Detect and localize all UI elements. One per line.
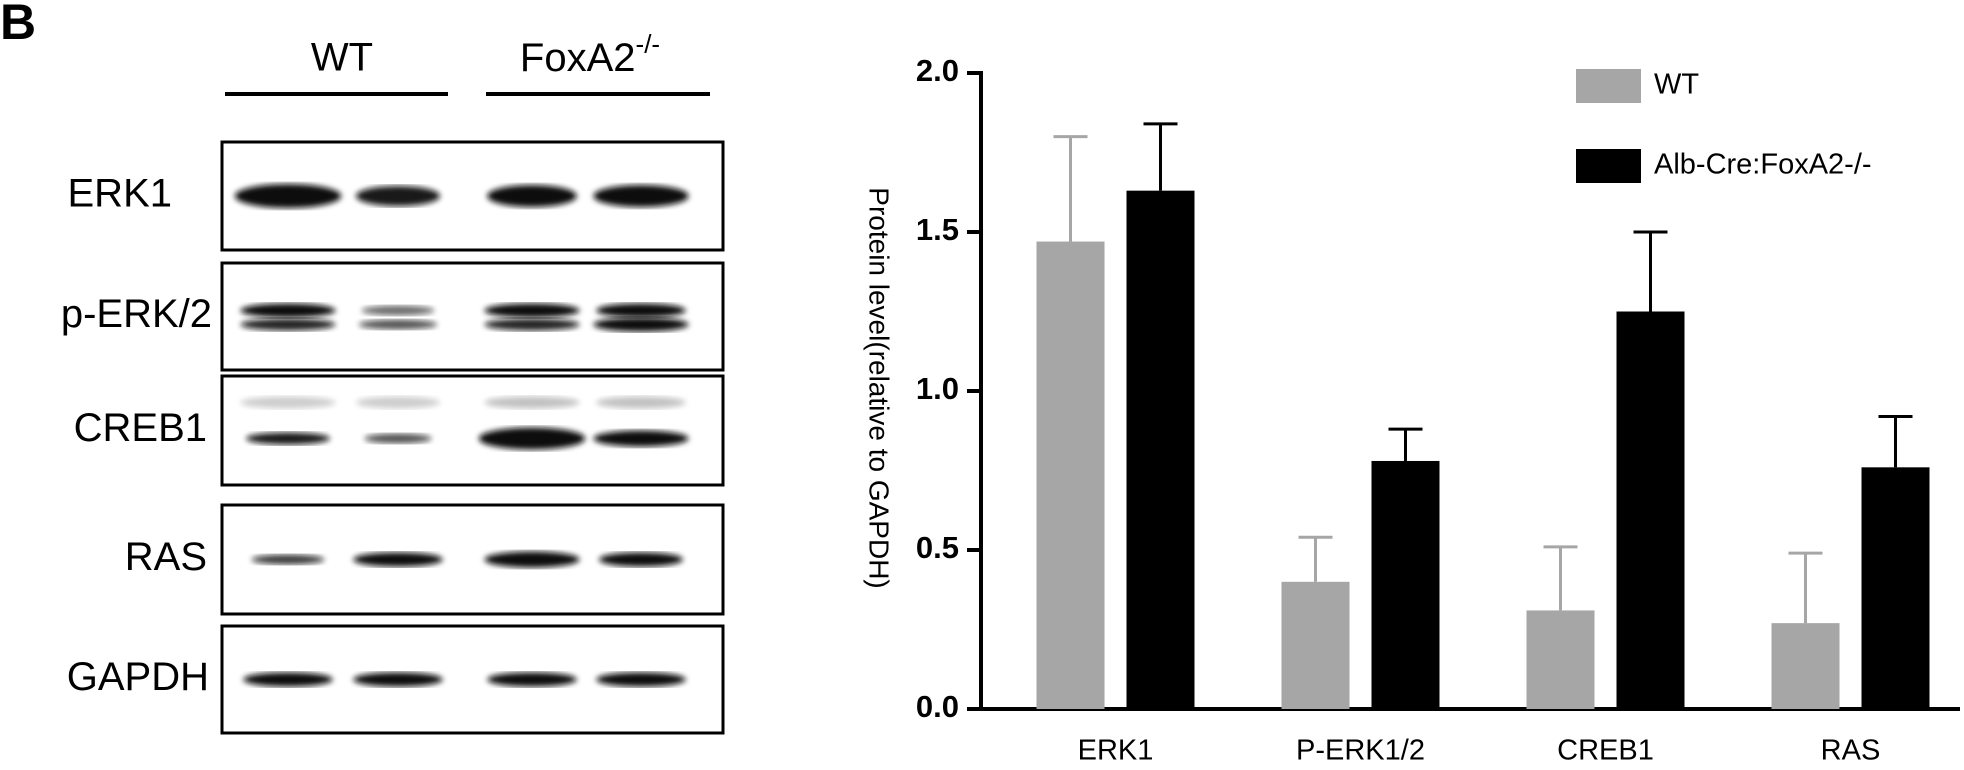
blot-band xyxy=(240,303,336,318)
legend-label: Alb-Cre:FoxA2-/- xyxy=(1654,149,1872,181)
blot-band xyxy=(593,185,689,207)
blot-row-label: RAS xyxy=(125,535,207,579)
blot-band xyxy=(353,552,443,567)
legend-swatch xyxy=(1576,149,1641,183)
blot-band xyxy=(599,552,683,567)
blot: ERK1 p-ERK/2 CREB1 RAS GAPDH xyxy=(61,140,725,735)
x-tick-label: ERK1 xyxy=(1078,735,1154,767)
group-label: FoxA2-/- xyxy=(520,29,660,80)
blot-band xyxy=(484,551,580,568)
panel-label: B xyxy=(0,0,36,50)
y-tick-label: 1.0 xyxy=(916,371,959,406)
bar xyxy=(1771,623,1840,709)
blot-band xyxy=(243,672,333,687)
legend-swatch xyxy=(1576,69,1641,103)
y-tick-label: 2.0 xyxy=(916,53,959,88)
bar xyxy=(1526,610,1595,709)
group-label: WT xyxy=(311,36,373,80)
blot-band xyxy=(484,396,580,409)
blot-band xyxy=(361,305,435,316)
blot-band xyxy=(484,318,580,331)
bar xyxy=(1036,241,1105,710)
blot-band xyxy=(596,396,686,409)
blot-row-label: CREB1 xyxy=(74,406,207,450)
blot-row-label: GAPDH xyxy=(67,655,209,699)
group-text: FoxA2 xyxy=(520,36,636,80)
y-tick-label: 1.5 xyxy=(916,212,959,247)
blot-band xyxy=(596,303,686,318)
bar-chart: 0.0 0.5 1.0 1.5 2.0 Protein level(relative to… xyxy=(864,53,1960,767)
group-superscript: -/- xyxy=(636,29,661,59)
bar xyxy=(1126,190,1195,709)
blot-band xyxy=(358,319,438,330)
blot-band xyxy=(487,185,577,207)
blot-band xyxy=(356,186,440,206)
bar xyxy=(1616,311,1685,709)
blot-band xyxy=(246,432,330,445)
x-tick-label: RAS xyxy=(1821,735,1881,767)
blot-frame xyxy=(220,374,725,487)
blot-band xyxy=(484,303,580,318)
bar xyxy=(1281,581,1350,709)
blot-band xyxy=(353,672,443,687)
x-tick-label: P-ERK1/2 xyxy=(1296,735,1425,767)
y-tick-label: 0.0 xyxy=(916,689,959,724)
blot-band xyxy=(593,430,689,447)
blot-band xyxy=(356,396,440,409)
bar xyxy=(1861,467,1930,709)
legend-label: WT xyxy=(1654,69,1699,101)
blot-row-label: p-ERK/2 xyxy=(61,292,212,336)
y-tick-label: 0.5 xyxy=(916,530,959,565)
blot-band xyxy=(240,396,336,409)
bar xyxy=(1371,460,1440,709)
x-tick-label: CREB1 xyxy=(1557,735,1654,767)
blot-band xyxy=(596,672,686,687)
blot-band xyxy=(251,554,325,565)
y-axis-title: Protein level(relative to GAPDH) xyxy=(864,187,895,588)
blot-band xyxy=(593,317,689,332)
blot-band xyxy=(364,433,432,444)
blot-band xyxy=(487,672,577,687)
blot-band xyxy=(234,184,342,208)
blot-band xyxy=(478,427,586,450)
blot-row-label: ERK1 xyxy=(68,172,173,216)
blot-band xyxy=(240,318,336,331)
